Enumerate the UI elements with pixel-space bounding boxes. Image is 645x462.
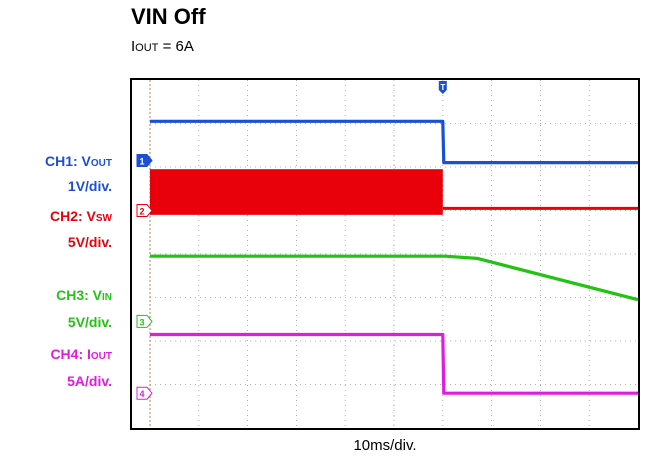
ch3-name-subscript: IN <box>102 292 112 303</box>
trigger-marker-shape <box>438 81 447 94</box>
ch1-marker-label: 1 <box>139 156 144 166</box>
ch2-switching-band <box>150 169 443 215</box>
chart-subtitle: IOUT = 6A <box>131 38 194 55</box>
ch1-name-label: CH1: VOUT <box>45 153 112 172</box>
trigger-marker: T <box>438 81 447 94</box>
ch4-marker-shape <box>136 386 153 400</box>
ch2-name-prefix: CH2: V <box>49 208 96 224</box>
ch2-name-label: CH2: VSW <box>50 208 112 227</box>
ch4-ground-marker: 4 <box>136 386 153 400</box>
ch4-scale-label: 5A/div. <box>67 373 112 389</box>
ch2-ground-marker: 2 <box>136 204 153 217</box>
ch4-name-prefix: CH4: I <box>50 346 91 362</box>
ch1-marker-shape <box>136 153 153 167</box>
ch3-name-prefix: CH3: V <box>56 287 102 303</box>
ch1-scale-label: 1V/div. <box>67 178 112 194</box>
ch1-name-prefix: CH1: V <box>44 153 91 169</box>
ch4-name-label: CH4: IOUT <box>50 346 112 365</box>
subtitle-prefix: I <box>131 38 136 55</box>
ch4-trace <box>150 332 638 395</box>
ch3-marker-label: 3 <box>139 317 144 327</box>
oscilloscope-plot: 1 2 3 4 T <box>130 78 640 430</box>
ch3-name-label: CH3: VIN <box>56 287 112 306</box>
trigger-marker-label: T <box>440 83 445 92</box>
subtitle-suffix: = 6A <box>158 38 194 55</box>
x-scale-label: 10ms/div. <box>353 437 417 454</box>
ch1-name-subscript: OUT <box>90 158 112 169</box>
ch2-name-subscript: SW <box>95 213 112 224</box>
ch2-scale-label: 5V/div. <box>67 234 112 250</box>
ch4-name-subscript: OUT <box>90 351 112 362</box>
ch2-marker-label: 2 <box>139 207 144 217</box>
ch3-ground-marker: 3 <box>136 314 153 328</box>
ch1-trace <box>150 119 638 165</box>
plot-grid <box>149 80 638 428</box>
ch3-scale-label: 5V/div. <box>67 314 112 330</box>
ch4-marker-label: 4 <box>139 389 144 399</box>
plot-traces <box>150 119 639 395</box>
ch3-marker-shape <box>136 314 153 328</box>
ch1-ground-marker: 1 <box>136 153 153 167</box>
ch3-trace <box>150 254 639 302</box>
chart-title: VIN Off <box>131 4 206 29</box>
subtitle-subscript: OUT <box>135 42 159 54</box>
ch2-marker-shape <box>136 204 153 217</box>
channel-markers: 1 2 3 4 T <box>136 81 447 400</box>
